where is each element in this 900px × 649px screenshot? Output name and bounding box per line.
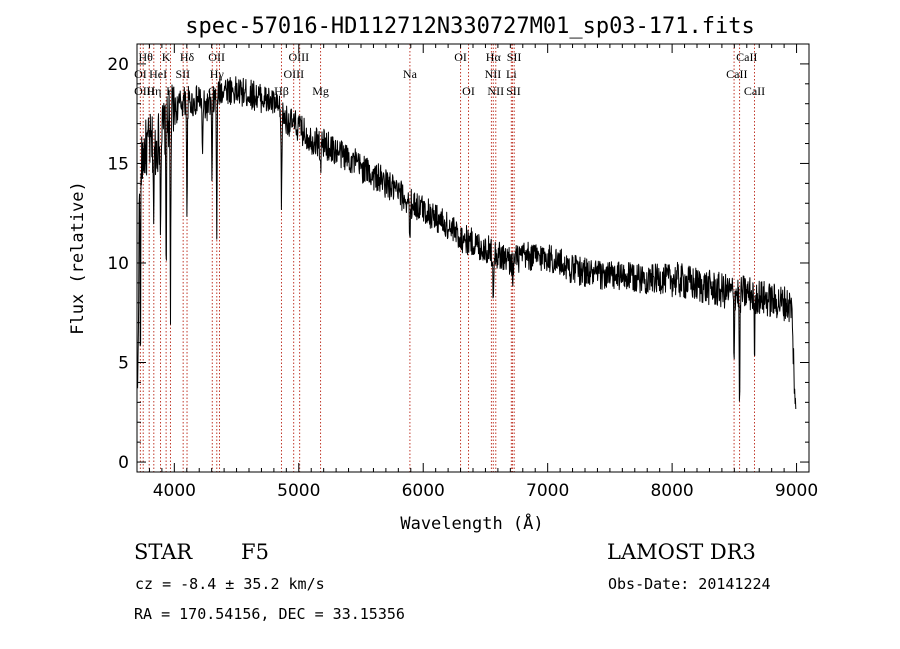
line-id-label: Li xyxy=(506,67,517,81)
y-tick-label: 10 xyxy=(107,254,129,274)
line-id-label: Hδ xyxy=(180,50,195,64)
line-id-label: CaII xyxy=(726,67,747,81)
line-id-label: Hη xyxy=(146,84,161,98)
x-tick-label: 9000 xyxy=(775,481,818,501)
line-id-label: OIII xyxy=(283,67,304,81)
observation-date: Obs-Date: 20141224 xyxy=(608,575,771,593)
x-tick-label: 7000 xyxy=(526,481,569,501)
line-id-label: OII xyxy=(208,50,225,64)
line-id-label: G xyxy=(208,84,217,98)
line-id-label: SII xyxy=(506,84,521,98)
x-tick-label: 5000 xyxy=(277,481,320,501)
object-class: STAR xyxy=(134,540,193,564)
x-tick-label: 8000 xyxy=(650,481,693,501)
line-id-label: Mg xyxy=(312,84,329,98)
y-tick-label: 20 xyxy=(107,55,129,75)
chart-title: spec-57016-HD112712N330727M01_sp03-171.f… xyxy=(185,14,755,39)
x-axis-label: Wavelength (Å) xyxy=(400,512,543,534)
coordinates: RA = 170.54156, DEC = 33.15356 xyxy=(134,605,405,623)
line-id-label: SII xyxy=(507,50,522,64)
y-tick-label: 5 xyxy=(118,354,129,374)
line-id-label: OI xyxy=(462,84,475,98)
line-id-label: HeI xyxy=(149,67,167,81)
line-id-label: Hα xyxy=(486,50,502,64)
y-axis-label: Flux (relative) xyxy=(68,181,88,335)
line-id-label: H xyxy=(166,84,175,98)
y-axis-ticks: 0 5 10 15 20 xyxy=(107,55,809,473)
line-id-label: CaII xyxy=(744,84,765,98)
y-tick-label: 0 xyxy=(118,453,129,473)
redshift-cz: cz = -8.4 ± 35.2 km/s xyxy=(135,575,325,593)
x-axis-ticks: 4000 5000 6000 7000 8000 9000 xyxy=(136,44,818,501)
line-marker-group xyxy=(139,44,755,472)
survey-name: LAMOST DR3 xyxy=(607,540,756,564)
plot-frame xyxy=(136,43,810,473)
x-tick-label: 6000 xyxy=(402,481,445,501)
spectral-subclass: F5 xyxy=(241,540,269,564)
line-id-label: Hθ xyxy=(139,50,154,64)
line-id-label: CaII xyxy=(736,50,757,64)
y-tick-label: 15 xyxy=(107,154,129,174)
line-id-label: Na xyxy=(403,67,418,81)
line-id-label: OIII xyxy=(134,84,155,98)
x-tick-label: 4000 xyxy=(153,481,196,501)
line-id-label: OIII xyxy=(288,50,309,64)
line-id-label: OI xyxy=(134,67,147,81)
line-id-label: K xyxy=(162,50,171,64)
line-id-label: Hγ xyxy=(210,67,225,81)
line-id-label: SII xyxy=(175,67,190,81)
line-id-label: NII xyxy=(485,67,502,81)
line-id-label: Hβ xyxy=(274,84,289,98)
line-id-label: NII xyxy=(487,84,504,98)
line-id-label: OI xyxy=(454,50,467,64)
spectrum-line xyxy=(137,76,797,410)
